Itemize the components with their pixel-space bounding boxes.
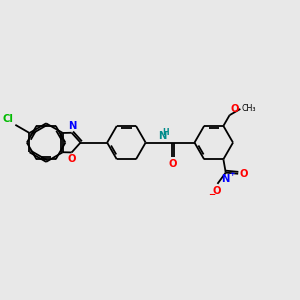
Text: O: O xyxy=(213,186,221,196)
Text: −: − xyxy=(208,190,216,200)
Text: Cl: Cl xyxy=(2,114,13,124)
Text: +: + xyxy=(229,171,235,177)
Text: O: O xyxy=(240,169,248,179)
Text: O: O xyxy=(168,159,176,169)
Text: H: H xyxy=(163,128,169,137)
Text: CH₃: CH₃ xyxy=(241,104,256,113)
Text: O: O xyxy=(68,154,76,164)
Text: N: N xyxy=(222,174,230,184)
Text: N: N xyxy=(68,121,76,131)
Text: N: N xyxy=(158,130,166,140)
Text: O: O xyxy=(230,104,239,114)
